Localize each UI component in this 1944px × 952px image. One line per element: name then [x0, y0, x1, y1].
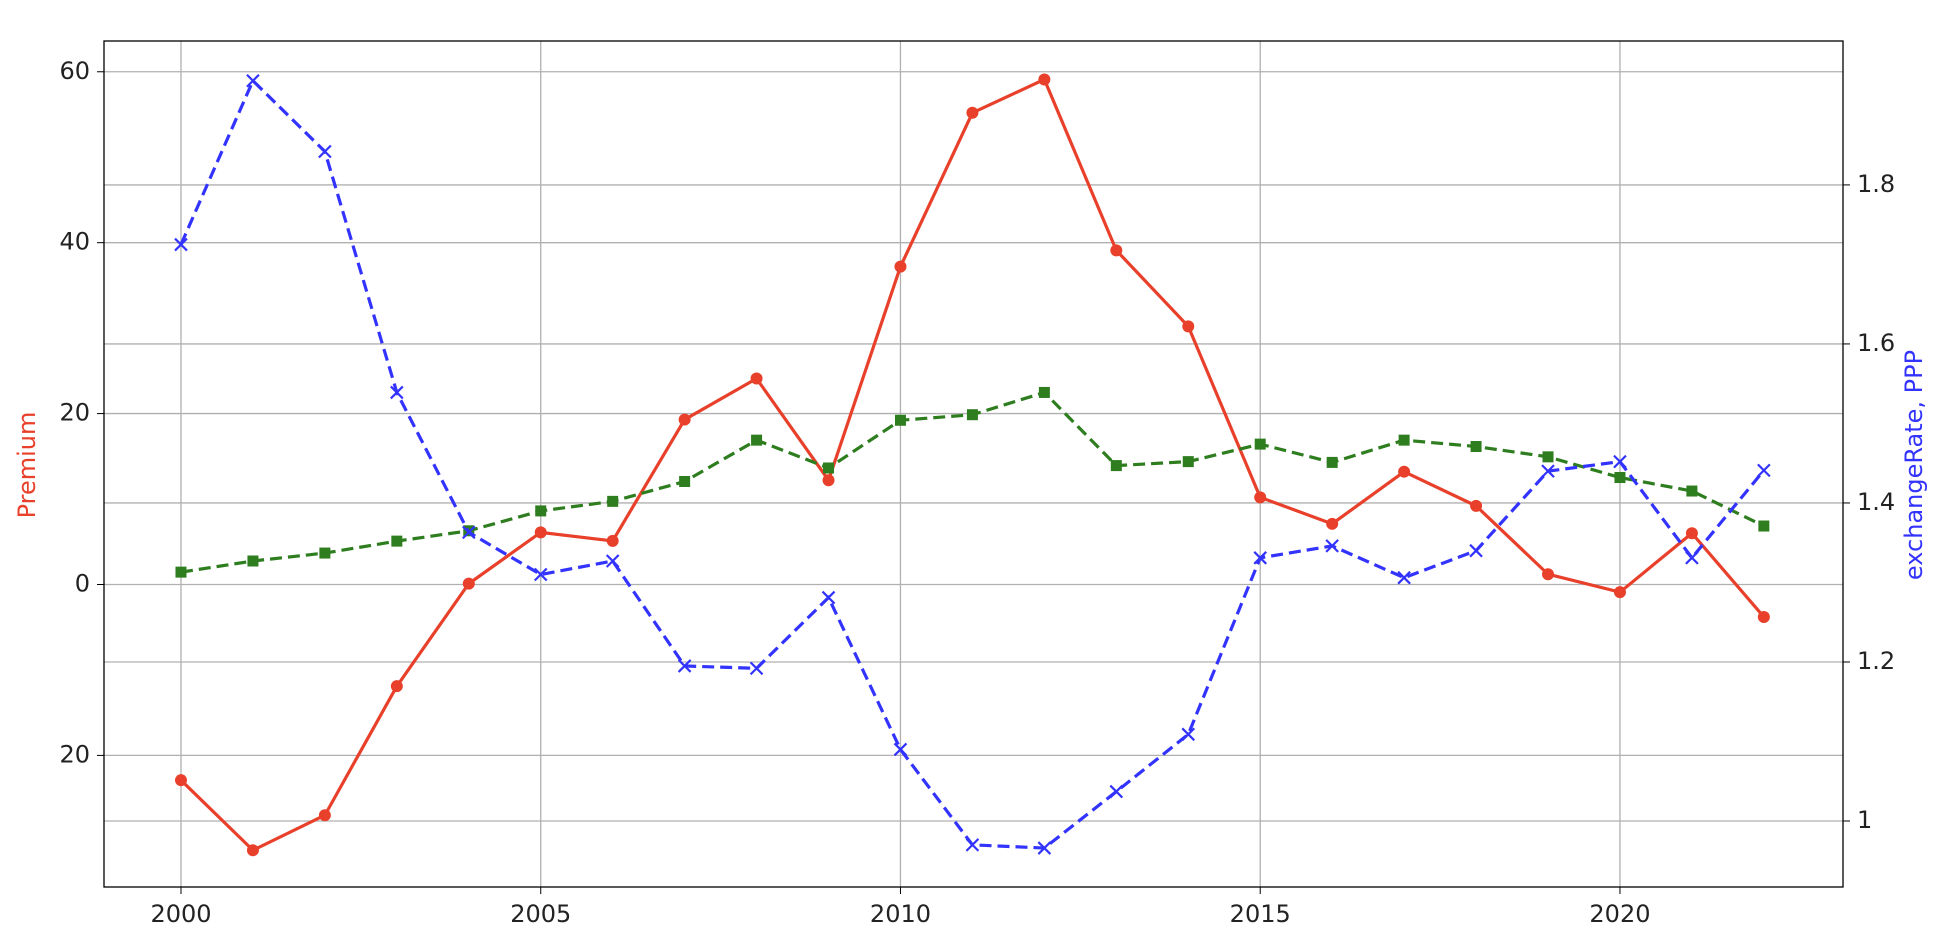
point	[1470, 441, 1482, 453]
point	[1758, 520, 1770, 532]
point	[822, 474, 835, 487]
point	[1181, 727, 1196, 742]
point	[821, 590, 836, 605]
y2-tick-label: 1.2	[1857, 647, 1895, 675]
point	[1542, 451, 1554, 463]
point	[246, 73, 260, 88]
point	[679, 475, 691, 487]
point	[1182, 456, 1194, 468]
point	[390, 680, 403, 693]
point	[1613, 586, 1626, 599]
point	[1182, 320, 1195, 333]
point	[1614, 472, 1626, 484]
point	[1109, 784, 1124, 799]
point	[1038, 386, 1050, 398]
point	[751, 434, 763, 446]
point	[1397, 570, 1411, 585]
point	[1038, 73, 1051, 86]
point	[1110, 244, 1123, 257]
point	[1110, 460, 1122, 472]
point	[174, 774, 187, 787]
point	[1757, 463, 1771, 478]
point	[1325, 539, 1339, 553]
point	[966, 106, 979, 119]
point	[318, 809, 331, 822]
y-tick-label: 20	[59, 399, 90, 427]
plot-frame	[103, 40, 1844, 888]
point	[1757, 610, 1770, 623]
y2-axis-label: exchangeRate, PPP	[1900, 350, 1928, 580]
x-tick-label: 2000	[150, 900, 211, 928]
y2-tick-label: 1	[1857, 806, 1872, 834]
series-line	[179, 77, 1766, 850]
point	[749, 661, 764, 676]
point	[966, 409, 978, 421]
point	[1398, 465, 1411, 478]
x-tick-label: 2020	[1589, 900, 1650, 928]
point	[893, 742, 908, 757]
point	[678, 413, 691, 426]
y-tick-label: 0	[75, 569, 90, 597]
point	[1037, 841, 1052, 855]
point	[1541, 464, 1555, 478]
point	[1686, 485, 1698, 497]
series-line	[179, 77, 1766, 853]
point	[175, 566, 187, 578]
point	[677, 659, 692, 673]
point	[246, 844, 259, 857]
point	[1613, 454, 1627, 469]
point	[1254, 491, 1267, 504]
point	[319, 547, 331, 559]
point	[894, 414, 906, 426]
y-axis-label: Premium	[13, 412, 41, 519]
point	[462, 525, 476, 540]
y2-tick-label: 1.6	[1857, 329, 1895, 357]
x-tick-label: 2010	[870, 900, 931, 928]
y-tick-label: 20	[59, 740, 90, 768]
point	[247, 555, 259, 567]
point	[391, 535, 403, 547]
point	[1470, 499, 1483, 512]
point	[318, 144, 332, 159]
point	[1685, 551, 1699, 565]
point	[1542, 568, 1555, 581]
point	[174, 237, 188, 252]
point	[535, 505, 547, 517]
point	[606, 534, 619, 547]
y2-tick-label: 1.4	[1857, 488, 1895, 516]
x-tick-label: 2005	[510, 900, 571, 928]
y-tick-label: 60	[59, 57, 90, 85]
point	[965, 838, 980, 852]
x-tick-label: 2015	[1230, 900, 1291, 928]
point	[1254, 438, 1266, 450]
point	[605, 554, 620, 568]
point	[533, 567, 548, 582]
point	[1469, 543, 1483, 558]
point	[390, 385, 404, 400]
y2-tick-label: 1.8	[1857, 170, 1895, 198]
point	[1685, 527, 1698, 540]
point	[607, 495, 619, 507]
point	[1326, 456, 1338, 468]
point	[534, 526, 547, 539]
point	[894, 260, 907, 273]
point	[1253, 551, 1267, 565]
point	[750, 372, 763, 385]
point	[823, 462, 835, 474]
point	[1398, 434, 1410, 446]
point	[1326, 517, 1339, 530]
y-tick-label: 40	[59, 228, 90, 256]
point	[462, 577, 475, 590]
